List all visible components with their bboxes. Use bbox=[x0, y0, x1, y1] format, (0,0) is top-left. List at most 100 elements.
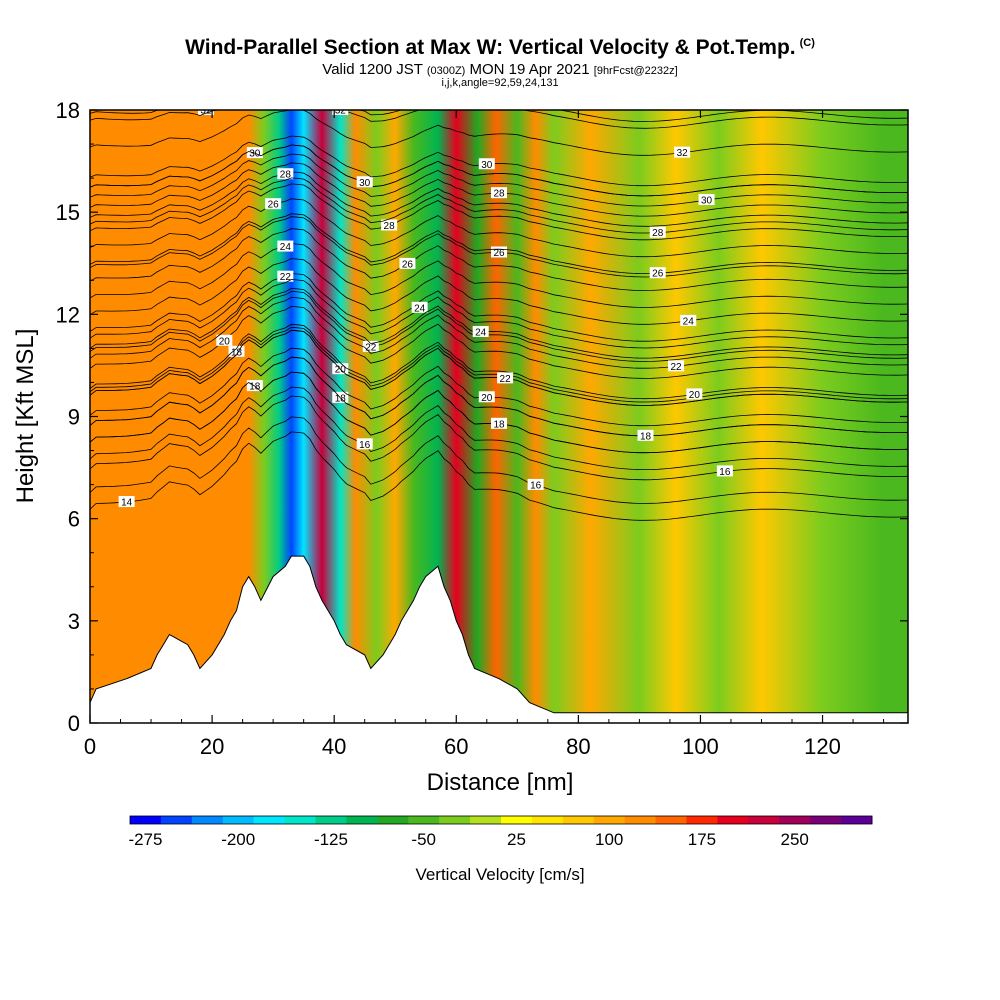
isentrope-label-bg bbox=[491, 417, 507, 429]
isentrope-14-0 bbox=[90, 431, 908, 521]
isentrope-20-12 bbox=[90, 323, 908, 400]
vertical-velocity-field bbox=[90, 110, 908, 723]
isentrope-label: 18 bbox=[493, 419, 505, 430]
isentrope-label: 32 bbox=[677, 148, 689, 159]
isentrope-label: 20 bbox=[689, 390, 701, 401]
colorbar-swatch bbox=[284, 816, 316, 824]
isentrope-label: 18 bbox=[640, 431, 652, 442]
isentrope-label: 26 bbox=[652, 269, 664, 280]
isentrope-24-20 bbox=[90, 258, 908, 325]
isentrope-32-35 bbox=[90, 110, 908, 156]
isentrope-label-bg bbox=[649, 267, 666, 279]
isentrope-label-bg bbox=[680, 314, 697, 326]
isentrope-label-bg bbox=[246, 147, 263, 159]
isentrope-30-31 bbox=[90, 135, 908, 187]
isentrope-label: 24 bbox=[475, 327, 487, 338]
isentrope-16-2 bbox=[90, 416, 908, 504]
colorbar-swatch bbox=[315, 816, 347, 824]
isentrope-label: 26 bbox=[268, 200, 280, 211]
y-tick-label: 12 bbox=[56, 302, 80, 327]
axes: 0 20 40 60 80 100 120 0 3 6 9 12 15 18 bbox=[56, 98, 908, 759]
colorbar-swatch bbox=[810, 816, 842, 824]
colorbar-tick-label: 175 bbox=[688, 830, 716, 849]
isentrope-label-bg bbox=[716, 465, 733, 477]
isentrope-label-bg bbox=[228, 345, 245, 357]
colorbar-tick-label: 25 bbox=[507, 830, 526, 849]
y-tick-label: 3 bbox=[68, 609, 80, 634]
y-tick-label: 18 bbox=[56, 98, 80, 123]
isentrope-label: 28 bbox=[280, 170, 292, 181]
isentrope-label: 32 bbox=[335, 106, 347, 117]
isentrope-label: 30 bbox=[249, 149, 261, 160]
colorbar-swatch bbox=[562, 816, 595, 824]
colorbar-swatch bbox=[593, 816, 626, 824]
colorbar-title: Vertical Velocity [cm/s] bbox=[415, 865, 584, 884]
isentrope-label-bg bbox=[197, 110, 214, 115]
colorbar-swatch bbox=[655, 816, 687, 824]
isentrope-label: 30 bbox=[359, 178, 371, 189]
isentrope-label-bg bbox=[246, 380, 263, 392]
isentrope-28-26 bbox=[90, 183, 908, 241]
valid-date: MON 19 Apr 2021 bbox=[469, 61, 590, 78]
colorbar-swatch bbox=[748, 816, 780, 824]
isentrope-label-bg bbox=[216, 334, 233, 346]
colorbar-swatch bbox=[501, 816, 533, 824]
x-tick-label: 60 bbox=[444, 734, 468, 759]
y-tick-label: 9 bbox=[68, 405, 80, 430]
colorbar-swatch bbox=[531, 816, 564, 824]
isentrope-label-bg bbox=[674, 146, 691, 158]
utc-time: (0300Z) bbox=[426, 65, 466, 77]
isentrope-label-bg bbox=[356, 176, 373, 188]
isentrope-label: 22 bbox=[670, 362, 682, 373]
isentrope-16-3 bbox=[90, 395, 908, 481]
isentrope-30-30 bbox=[90, 144, 908, 197]
isentrope-label-bg bbox=[381, 219, 398, 231]
x-axis-title: Distance [nm] bbox=[427, 769, 574, 796]
copyright-mark: (C) bbox=[799, 37, 815, 49]
isentrope-label: 20 bbox=[481, 393, 493, 404]
isentrope-label-bg bbox=[472, 325, 489, 337]
colorbar-swatch bbox=[470, 816, 502, 824]
isentrope-label: 20 bbox=[335, 365, 347, 376]
isentrope-label: 26 bbox=[493, 248, 505, 259]
colorbar-swatch bbox=[160, 816, 193, 824]
isentrope-28-25 bbox=[90, 171, 908, 227]
isentrope-label: 18 bbox=[231, 347, 243, 358]
colorbar-tick-label: 100 bbox=[595, 830, 623, 849]
y-tick-label: 15 bbox=[56, 200, 80, 225]
colorbar: -275 -200 -125 -50 25 100 175 250 bbox=[128, 815, 873, 849]
isentrope-22-16 bbox=[90, 296, 908, 369]
x-tick-label: 0 bbox=[84, 734, 96, 759]
isentrope-label: 16 bbox=[359, 440, 371, 451]
isentrope-label: 18 bbox=[249, 382, 261, 393]
isentrope-22-14 bbox=[90, 290, 908, 362]
chart-subtitle: Valid 1200 JST (0300Z) MON 19 Apr 2021 [… bbox=[0, 61, 1000, 78]
colorbar-tick-label: -50 bbox=[411, 830, 436, 849]
isentrope-label: 28 bbox=[384, 221, 396, 232]
colorbar-swatch bbox=[841, 816, 873, 824]
isentrope-label: 30 bbox=[481, 160, 493, 171]
isentrope-label: 24 bbox=[683, 316, 695, 327]
isentrope-26-24 bbox=[90, 213, 908, 274]
isentrope-24-17 bbox=[90, 243, 908, 308]
isentrope-label-bg bbox=[527, 478, 544, 490]
isentrope-label-bg bbox=[478, 391, 495, 403]
isentrope-16-1 bbox=[90, 386, 908, 470]
isentrope-label: 22 bbox=[280, 272, 292, 283]
isentrope-label-bg bbox=[686, 388, 703, 400]
isentrope-label-bg bbox=[491, 246, 507, 258]
isentrope-label-bg bbox=[649, 226, 666, 238]
isentrope-label-bg bbox=[277, 168, 294, 180]
isentrope-label: 20 bbox=[219, 336, 231, 347]
isentrope-26-21 bbox=[90, 198, 908, 258]
colorbar-frame bbox=[129, 815, 873, 825]
isentrope-label: 16 bbox=[530, 480, 542, 491]
isentrope-label: 22 bbox=[365, 342, 377, 353]
x-tick-label: 40 bbox=[322, 734, 346, 759]
colorbar-tick-label: 250 bbox=[781, 830, 809, 849]
isentrope-label: 26 bbox=[402, 259, 414, 270]
colorbar-tick-label: -200 bbox=[221, 830, 255, 849]
isentrope-24-18 bbox=[90, 279, 908, 349]
x-tick-label: 20 bbox=[200, 734, 224, 759]
